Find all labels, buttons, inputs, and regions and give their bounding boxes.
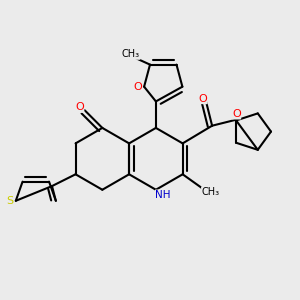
Text: O: O — [75, 102, 84, 112]
Text: CH₃: CH₃ — [202, 187, 220, 197]
Text: CH₃: CH₃ — [122, 49, 140, 59]
Text: O: O — [232, 109, 241, 119]
Text: O: O — [198, 94, 207, 103]
Text: O: O — [133, 82, 142, 92]
Text: S: S — [6, 196, 13, 206]
Text: NH: NH — [155, 190, 171, 200]
